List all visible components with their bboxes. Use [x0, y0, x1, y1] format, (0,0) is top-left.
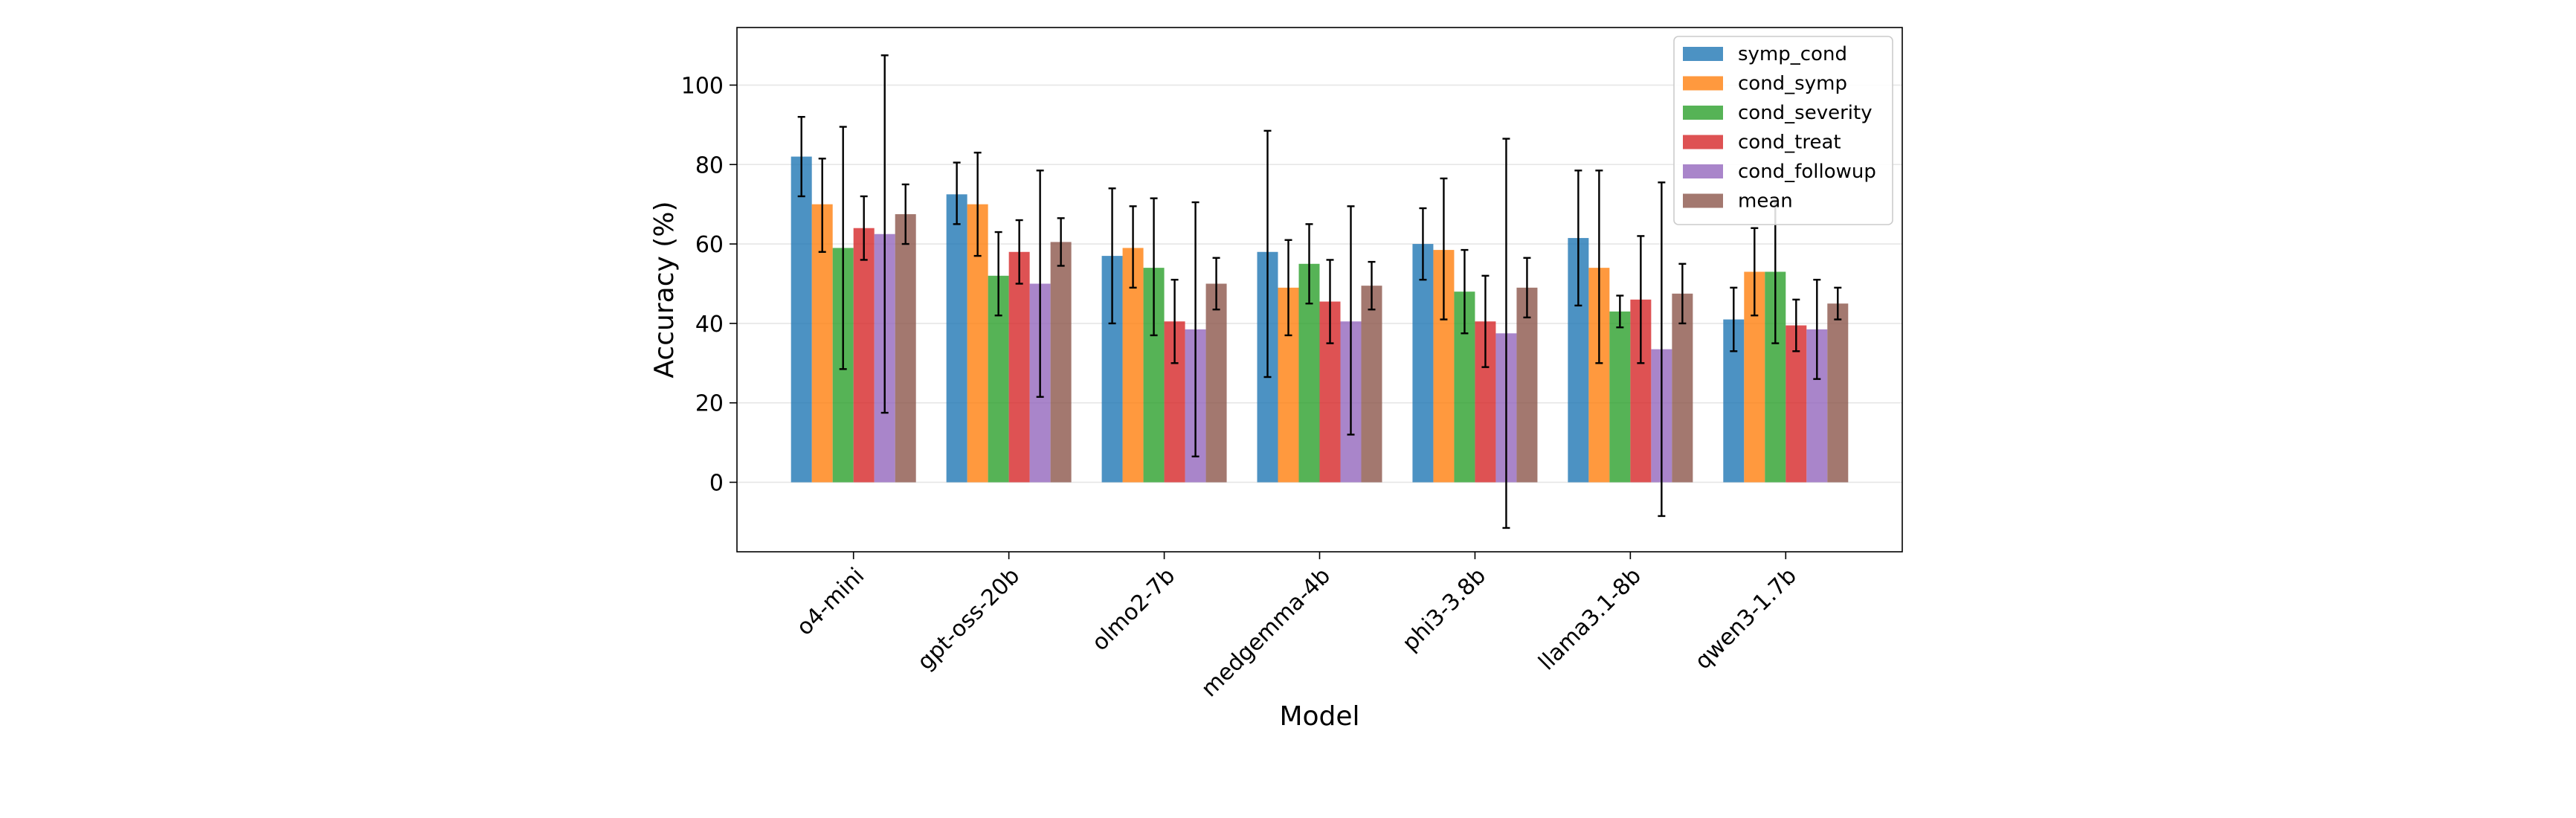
bar-mean-olmo2-7b: [1205, 283, 1227, 483]
error-bar-cond_treat-olmo2-7b: [1171, 278, 1179, 364]
legend-swatch-cond_treat: [1683, 135, 1723, 149]
bars: [790, 156, 1849, 483]
error-bar-cond_symp-olmo2-7b: [1129, 205, 1137, 289]
legend-swatch-cond_followup: [1683, 164, 1723, 178]
legend-label-mean: mean: [1738, 190, 1793, 213]
error-bar-symp_cond-qwen3-1.7b: [1730, 286, 1738, 352]
error-bar-cond_severity-o4-mini: [839, 126, 847, 370]
y-tick-label: 20: [695, 391, 724, 417]
error-bar-cond_severity-llama3.1-8b: [1616, 294, 1624, 329]
error-bar-symp_cond-gpt-oss-20b: [953, 161, 961, 225]
error-bar-cond_followup-olmo2-7b: [1191, 201, 1200, 458]
error-bar-symp_cond-olmo2-7b: [1108, 187, 1116, 325]
legend-swatch-cond_symp: [1683, 76, 1723, 91]
x-tick-label: olmo2-7b: [1087, 563, 1180, 656]
error-bar-cond_followup-phi3-3.8b: [1502, 138, 1510, 529]
y-tick-label: 60: [695, 232, 724, 258]
y-axis-label: Accuracy (%): [649, 201, 680, 378]
error-bar-cond_followup-gpt-oss-20b: [1036, 170, 1044, 398]
legend: symp_cond cond_symp cond_severity cond_trea…: [1673, 36, 1893, 225]
error-bar-symp_cond-medgemma-4b: [1263, 129, 1272, 379]
error-bar-cond_followup-medgemma-4b: [1347, 205, 1355, 436]
error-bar-cond_severity-medgemma-4b: [1305, 223, 1313, 305]
error-bar-symp_cond-phi3-3.8b: [1419, 207, 1427, 281]
bar-cond_treat-o4-mini: [853, 228, 875, 483]
legend-label-cond_followup: cond_followup: [1738, 161, 1876, 183]
legend-label-cond_severity: cond_severity: [1738, 102, 1873, 124]
bar-symp_cond-phi3-3.8b: [1412, 244, 1434, 483]
x-tick-label: qwen3-1.7b: [1690, 563, 1802, 674]
error-bar-cond_symp-o4-mini: [818, 158, 826, 253]
error-bar-cond_treat-gpt-oss-20b: [1015, 219, 1023, 285]
y-tick-label: 0: [709, 471, 724, 497]
bar-mean-o4-mini: [895, 214, 916, 483]
error-bar-cond_followup-qwen3-1.7b: [1813, 278, 1821, 380]
error-bar-cond_treat-qwen3-1.7b: [1792, 298, 1800, 352]
error-bar-cond_severity-gpt-oss-20b: [994, 231, 1002, 317]
y-tick-label: 40: [695, 312, 724, 338]
bar-mean-phi3-3.8b: [1516, 287, 1538, 483]
legend-label-cond_treat: cond_treat: [1738, 132, 1841, 154]
error-bar-cond_treat-llama3.1-8b: [1637, 235, 1645, 364]
error-bar-cond_symp-gpt-oss-20b: [973, 152, 982, 257]
error-bar-cond_symp-qwen3-1.7b: [1751, 227, 1759, 317]
error-bar-mean-gpt-oss-20b: [1057, 217, 1065, 267]
error-bar-mean-olmo2-7b: [1212, 257, 1220, 311]
error-bar-cond_treat-phi3-3.8b: [1481, 274, 1490, 368]
x-tick-label: medgemma-4b: [1197, 563, 1336, 702]
legend-swatch-symp_cond: [1683, 47, 1723, 61]
legend-swatch-mean: [1683, 193, 1723, 208]
error-bar-symp_cond-o4-mini: [797, 115, 805, 198]
y-tick-label: 100: [681, 73, 724, 99]
error-bar-mean-o4-mini: [901, 183, 909, 245]
error-bar-cond_symp-phi3-3.8b: [1440, 177, 1448, 321]
bar-mean-gpt-oss-20b: [1050, 242, 1072, 483]
bar-cond_treat-gpt-oss-20b: [1008, 251, 1030, 483]
error-bars: [797, 54, 1842, 529]
error-bar-cond_symp-medgemma-4b: [1284, 239, 1292, 337]
x-axis-label: Model: [1279, 701, 1359, 732]
error-bar-cond_symp-llama3.1-8b: [1595, 170, 1603, 364]
bar-mean-qwen3-1.7b: [1827, 303, 1849, 483]
error-bar-cond_treat-medgemma-4b: [1326, 259, 1334, 344]
error-bar-mean-llama3.1-8b: [1678, 263, 1687, 325]
legend-label-cond_symp: cond_symp: [1738, 73, 1847, 95]
error-bar-cond_followup-o4-mini: [880, 54, 889, 414]
legend-box: [1673, 36, 1893, 225]
y-axis-ticks: 0 20 40 60 80 100: [681, 73, 737, 497]
error-bar-cond_severity-olmo2-7b: [1150, 197, 1158, 337]
x-tick-label: llama3.1-8b: [1533, 563, 1646, 676]
x-tick-label: gpt-oss-20b: [912, 563, 1025, 675]
x-tick-label: phi3-3.8b: [1397, 563, 1491, 657]
error-bar-cond_treat-o4-mini: [860, 195, 868, 261]
error-bar-mean-medgemma-4b: [1368, 260, 1376, 311]
legend-swatch-cond_severity: [1683, 106, 1723, 120]
x-tick-label: o4-mini: [792, 563, 870, 641]
bar-cond_severity-llama3.1-8b: [1609, 311, 1631, 483]
error-bar-mean-qwen3-1.7b: [1834, 286, 1842, 321]
legend-label-symp_cond: symp_cond: [1738, 43, 1847, 65]
error-bar-symp_cond-llama3.1-8b: [1574, 170, 1582, 307]
bar-symp_cond-o4-mini: [790, 156, 812, 483]
error-bar-cond_followup-llama3.1-8b: [1658, 181, 1666, 518]
bar-mean-llama3.1-8b: [1672, 293, 1693, 483]
error-bar-cond_severity-phi3-3.8b: [1461, 248, 1469, 335]
y-tick-label: 80: [695, 152, 724, 178]
error-bar-mean-phi3-3.8b: [1523, 257, 1531, 319]
bar-symp_cond-gpt-oss-20b: [946, 194, 967, 483]
x-axis-ticks: o4-mini gpt-oss-20b olmo2-7b medgemma-4b phi…: [792, 552, 1802, 702]
bar-mean-medgemma-4b: [1361, 286, 1382, 483]
